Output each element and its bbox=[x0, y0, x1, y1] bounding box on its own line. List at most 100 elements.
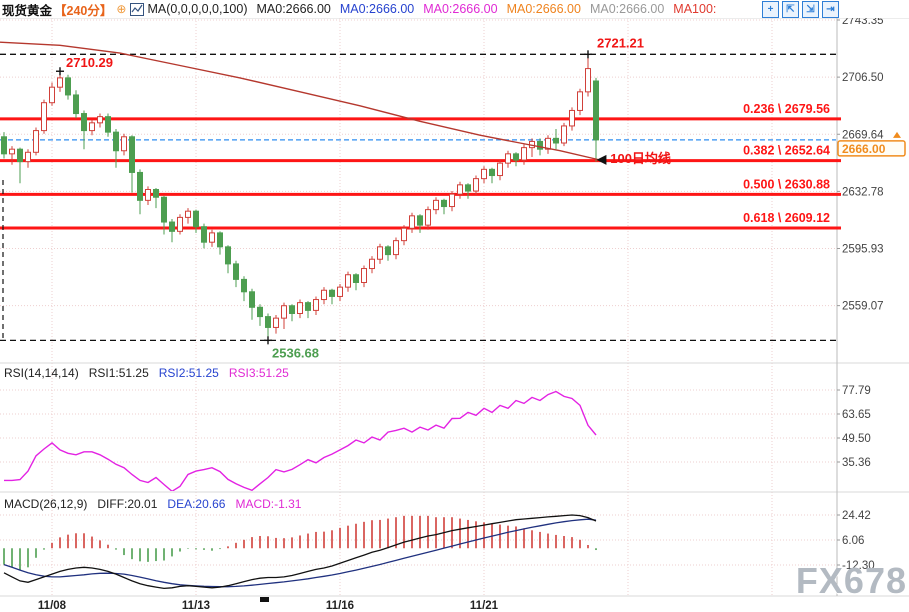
axis-tick-label: 24.42 bbox=[842, 510, 871, 522]
candle bbox=[481, 166, 487, 184]
candle bbox=[553, 129, 559, 150]
pan-right-icon[interactable]: ⇥ bbox=[822, 0, 839, 18]
candle bbox=[153, 187, 159, 209]
candle bbox=[81, 110, 87, 150]
candle bbox=[65, 74, 71, 100]
timeframe-label[interactable]: 【240分】 bbox=[54, 3, 113, 18]
candle bbox=[577, 88, 583, 116]
candle bbox=[297, 299, 303, 319]
candle bbox=[1, 132, 7, 159]
diff-line bbox=[3, 514, 597, 590]
fib-label: 0.500 \ 2630.88 bbox=[743, 177, 830, 191]
candle bbox=[377, 243, 383, 264]
current-price-value: 2666.00 bbox=[842, 142, 886, 156]
candle bbox=[449, 191, 455, 212]
candle bbox=[265, 313, 271, 341]
candle bbox=[529, 138, 535, 157]
candle bbox=[161, 195, 167, 235]
candle bbox=[545, 135, 551, 154]
toolbar: 现货黄金 【240分】 ⊕ MA(0,0,0,0,0,100) MA0:2666… bbox=[0, 0, 909, 18]
toolbar-icons: + ⇱ ⇲ ⇥ bbox=[762, 0, 839, 18]
candle bbox=[201, 223, 207, 249]
candle bbox=[185, 208, 191, 224]
candle bbox=[193, 209, 199, 233]
fib-label: 0.382 \ 2652.64 bbox=[743, 144, 830, 158]
candle bbox=[513, 152, 519, 167]
fib-label: 0.618 \ 2609.12 bbox=[743, 211, 830, 225]
ma-value-label: MA0:2666.00 bbox=[256, 2, 331, 16]
candle bbox=[345, 271, 351, 292]
zoom-area-icon[interactable]: ⇱ bbox=[782, 0, 799, 18]
axis-tick-label: 2632.78 bbox=[842, 186, 884, 198]
panel-frame bbox=[0, 17, 909, 597]
circle-plus-icon[interactable]: ⊕ bbox=[116, 2, 127, 16]
candle bbox=[313, 296, 319, 316]
candle bbox=[305, 301, 311, 319]
candle bbox=[361, 265, 367, 288]
price-annotation: 2536.68 bbox=[272, 345, 319, 360]
gridlines bbox=[0, 18, 836, 596]
candle bbox=[129, 135, 135, 193]
candle bbox=[441, 198, 447, 215]
date-tick-label: 11/08 bbox=[38, 600, 67, 612]
candle bbox=[241, 276, 247, 302]
zoom-reset-icon[interactable]: ⇲ bbox=[802, 0, 819, 18]
candle bbox=[49, 82, 55, 106]
candle bbox=[33, 127, 39, 156]
candle bbox=[433, 197, 439, 215]
candle bbox=[249, 288, 255, 320]
symbol-name: 现货黄金 bbox=[2, 3, 53, 18]
annotations: 2710.29 2721.21 2536.68 bbox=[56, 35, 644, 360]
fib-label: 0.236 \ 2679.56 bbox=[743, 102, 830, 116]
candle bbox=[401, 225, 407, 246]
candle bbox=[457, 181, 463, 199]
candle bbox=[489, 167, 495, 184]
candle bbox=[329, 288, 335, 305]
rsi-line bbox=[4, 390, 597, 491]
price-annotation: 2710.29 bbox=[66, 55, 113, 70]
chart-type-icon[interactable] bbox=[130, 2, 145, 16]
candles bbox=[1, 54, 599, 341]
candle bbox=[121, 133, 127, 156]
candle bbox=[89, 119, 95, 136]
price-up-arrow-icon bbox=[893, 131, 901, 138]
candle bbox=[97, 113, 103, 128]
candle bbox=[17, 147, 23, 184]
axis-tick-label: 35.36 bbox=[842, 457, 871, 469]
candle bbox=[73, 90, 79, 119]
current-price-badge: 2666.00 bbox=[837, 131, 906, 157]
candle bbox=[337, 284, 343, 302]
crosshair-move-icon[interactable]: + bbox=[762, 0, 779, 18]
candle bbox=[9, 146, 15, 165]
candle bbox=[473, 175, 479, 196]
candle bbox=[177, 214, 183, 235]
price-axis: 2743.35 2706.50 2669.64 2632.78 2595.93 2559.… bbox=[837, 15, 884, 572]
candle bbox=[217, 231, 223, 255]
date-axis: 11/08 11/13 11/16 11/21 bbox=[38, 597, 499, 612]
candle bbox=[281, 302, 287, 329]
date-tick-label: 11/13 bbox=[182, 600, 210, 612]
candle bbox=[497, 160, 503, 181]
candle bbox=[393, 237, 399, 260]
axis-tick-label: 63.65 bbox=[842, 409, 871, 421]
ma-values: MA0:2666.00 MA0:2666.00 MA0:2666.00 MA0:266… bbox=[248, 2, 717, 16]
axis-tick-label: 6.06 bbox=[842, 535, 864, 547]
axis-tick-label: 2706.50 bbox=[842, 72, 884, 84]
axis-marker[interactable] bbox=[260, 597, 269, 602]
date-tick-label: 11/16 bbox=[326, 600, 354, 612]
axis-tick-label: 2743.35 bbox=[842, 15, 884, 27]
macd-histogram bbox=[3, 515, 597, 571]
candle bbox=[353, 273, 359, 291]
candle bbox=[569, 107, 575, 131]
candle bbox=[145, 186, 151, 205]
candle bbox=[425, 206, 431, 230]
axis-tick-label: 2559.07 bbox=[842, 301, 884, 313]
candle bbox=[233, 260, 239, 288]
candle bbox=[169, 218, 175, 243]
candle bbox=[25, 149, 31, 168]
candle bbox=[369, 256, 375, 274]
candle bbox=[409, 212, 415, 233]
candle bbox=[209, 229, 215, 247]
dea-line bbox=[3, 518, 597, 588]
